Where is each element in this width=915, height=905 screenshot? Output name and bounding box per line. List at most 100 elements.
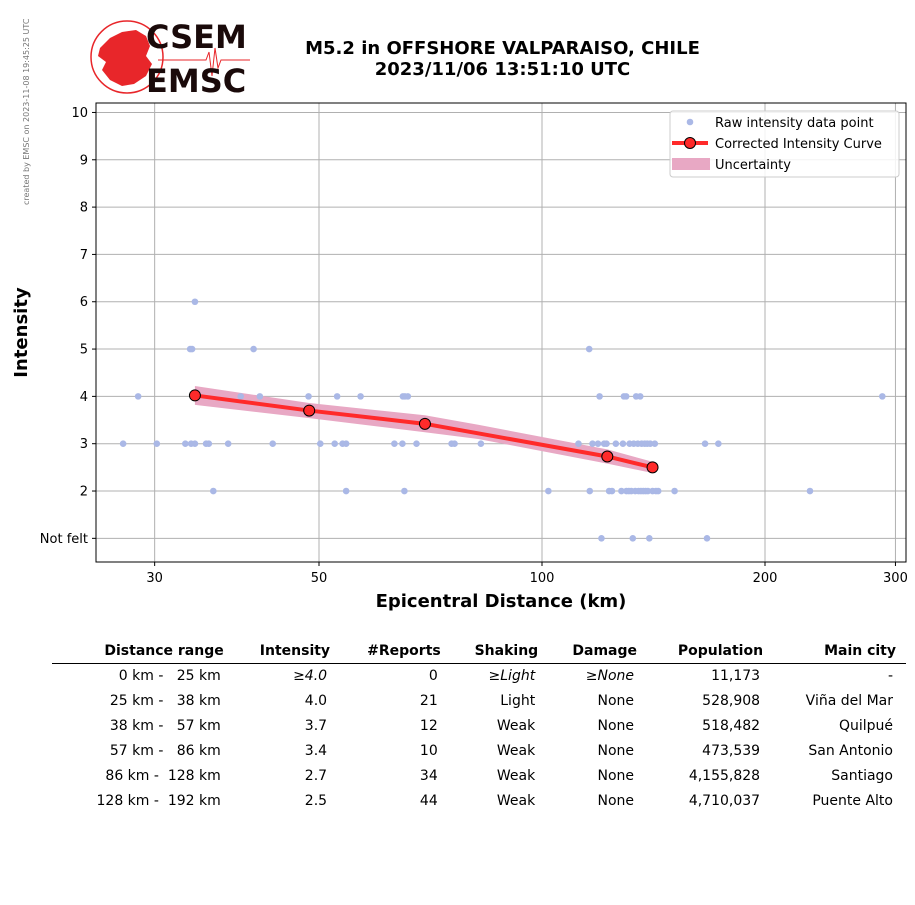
raw-data-point [237,393,245,400]
table-cell: Santiago [831,768,893,784]
y-tick-label: 6 [80,295,88,310]
raw-data-point [575,440,582,448]
y-tick-label: 7 [80,248,88,263]
table-cell: Light [500,693,536,709]
raw-data-point [404,393,412,400]
table-cell: Puente Alto [812,793,893,809]
raw-data-point [618,487,625,495]
raw-data-point [134,393,142,400]
raw-data-point [585,345,593,353]
raw-data-point [629,535,637,542]
table-body: 0 km - 25 km ≥4.0 0 ≥Light ≥None 11,173 - 25 km… [52,664,906,815]
table-cell: 518,482 [702,718,761,734]
table-cell: 0 [428,668,438,684]
title-line1: M5.2 in OFFSHORE VALPARAISO, CHILE [305,38,700,59]
raw-data-point [331,440,338,448]
raw-data-point [612,440,620,448]
raw-data-point [210,487,217,495]
raw-data-point [646,440,654,448]
legend-curve-marker [684,137,696,149]
table-cell: San Antonio [808,743,893,759]
table-cell: 528,908 [702,693,761,709]
table-cell: Weak [496,793,536,809]
raw-data-point [644,487,652,495]
plot-frame [95,102,907,563]
table-cell: 38 km - 57 km [109,718,221,734]
raw-data-point [191,440,199,448]
logo-line1: CSEM [146,18,247,56]
raw-data-point [342,440,350,448]
table-cell: Viña del Mar [805,693,893,709]
corrected-intensity-point [188,389,201,402]
corrected-intensity-point [418,417,431,430]
column-header: #Reports [340,640,451,664]
raw-data-point [879,393,886,400]
table-cell: 2.5 [304,793,328,809]
table-row: 86 km - 128 km 2.7 34 Weak None 4,155,828 Sant… [52,764,906,789]
raw-data-point [333,393,341,400]
raw-data-point [671,487,678,495]
table-cell: 57 km - 86 km [109,743,221,759]
legend-uncertainty-swatch [672,158,710,170]
corrected-intensity-point [303,404,316,417]
raw-data-point [188,345,196,353]
raw-data-point [608,487,616,495]
raw-data-point [399,440,406,448]
raw-data-point [589,440,596,448]
table-cell: 34 [419,768,438,784]
legend-uncertainty-label: Uncertainty [715,158,791,173]
raw-data-point [715,440,722,448]
table-cell: 0 km - 25 km [118,668,221,684]
intensity-table: Distance range Intensity #Reports Shaking Da… [52,640,906,814]
raw-data-point [153,440,161,448]
raw-data-point [654,487,662,495]
table-cell: ≥Light [488,668,536,684]
raw-data-point [256,393,264,400]
raw-data-point [357,393,364,400]
table-cell: Weak [496,743,536,759]
raw-data-point [586,487,594,495]
raw-data-point [598,535,605,542]
table-row: 128 km - 192 km 2.5 44 Weak None 4,710,037 Pue… [52,789,906,814]
table-cell: 44 [419,793,438,809]
raw-data-point [451,440,458,448]
raw-data-point [651,440,659,448]
raw-data-point [250,345,257,353]
table-cell: None [597,718,635,734]
table-cell: None [597,693,635,709]
table-cell: None [597,743,635,759]
logo-line2: EMSC [146,62,246,98]
legend-raw-label: Raw intensity data point [715,116,874,131]
raw-data-point [594,440,602,448]
table-row: 57 km - 86 km 3.4 10 Weak None 473,539 San Ant… [52,739,906,764]
y-tick-label: 10 [71,106,88,121]
table-cell: 128 km - 192 km [96,793,221,809]
legend-box [669,110,900,178]
raw-data-point [342,487,350,495]
table-cell: 12 [419,718,438,734]
raw-data-point [316,440,324,448]
table-cell: 25 km - 38 km [109,693,221,709]
table-cell: 3.4 [304,743,328,759]
table-cell: 3.7 [304,718,328,734]
raw-data-point [182,440,189,448]
raw-data-point [401,487,408,495]
raw-data-point [477,440,485,448]
table-cell: - [887,668,893,684]
x-tick-label: 50 [311,571,328,586]
chart-title: M5.2 in OFFSHORE VALPARAISO, CHILE 2023/… [270,38,735,80]
raw-data-point [646,535,653,542]
y-tick-label: 4 [80,390,88,405]
column-header: Damage [548,640,648,664]
raw-data-point [701,440,709,448]
raw-data-point [191,298,199,306]
column-header: Main city [773,640,906,664]
table-cell: 86 km - 128 km [105,768,221,784]
corrected-intensity-point [601,450,614,463]
table-cell: Weak [496,718,536,734]
raw-data-point [703,535,711,542]
table-cell: 4,155,828 [688,768,761,784]
x-tick-label: 100 [530,571,555,586]
x-tick-label: 200 [753,571,778,586]
y-tick-label: 9 [80,153,88,168]
